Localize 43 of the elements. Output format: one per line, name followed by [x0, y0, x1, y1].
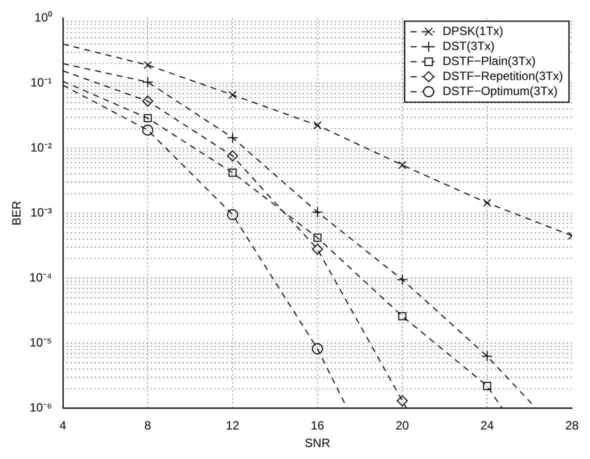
point — [313, 234, 322, 242]
point — [396, 395, 408, 406]
y-tick-label: 10⁻⁶ — [30, 400, 52, 415]
x-tick-label: 28 — [565, 418, 579, 433]
point — [142, 96, 154, 107]
x-tick-label: 12 — [226, 418, 240, 433]
x-tick-label: 8 — [144, 418, 152, 433]
y-tick-label: 10⁻⁵ — [30, 336, 52, 350]
y-tick-label: 10⁻³ — [30, 206, 52, 220]
point — [313, 121, 322, 130]
point — [312, 244, 323, 255]
legend-label: DSTF−Plain(3Tx) — [442, 54, 536, 68]
x-tick-label: 4 — [60, 418, 67, 433]
point — [482, 350, 493, 362]
point — [312, 343, 323, 354]
point — [142, 124, 154, 136]
point — [227, 150, 238, 162]
y-axis-title: BER — [10, 200, 24, 226]
x-tick-label: 24 — [480, 418, 494, 433]
point — [483, 198, 492, 207]
y-tick-label: 10⁻² — [30, 140, 52, 155]
y-tick-label: 10⁻⁴ — [29, 270, 52, 285]
legend-label: DSTF−Repetition(3Tx) — [442, 69, 564, 84]
legend-label: DST(3Tx) — [442, 39, 495, 54]
y-tick-label: 10⁻¹ — [30, 76, 52, 90]
point — [227, 132, 238, 144]
point — [398, 161, 406, 170]
point — [312, 206, 323, 218]
point — [228, 168, 237, 177]
x-axis-title: SNR — [304, 436, 330, 450]
point — [483, 382, 492, 390]
x-tick-label: 16 — [310, 418, 324, 433]
point — [396, 274, 408, 286]
point — [398, 312, 406, 320]
y-tick-label: 10⁰ — [34, 10, 52, 25]
point — [142, 76, 154, 88]
point — [144, 114, 152, 122]
point — [228, 90, 237, 99]
point — [144, 61, 152, 70]
legend-label: DSTF−Optimum(3Tx) — [442, 84, 558, 98]
legend-label: DPSK(1Tx) — [442, 24, 504, 38]
point — [227, 209, 238, 220]
x-tick-label: 20 — [396, 418, 410, 433]
